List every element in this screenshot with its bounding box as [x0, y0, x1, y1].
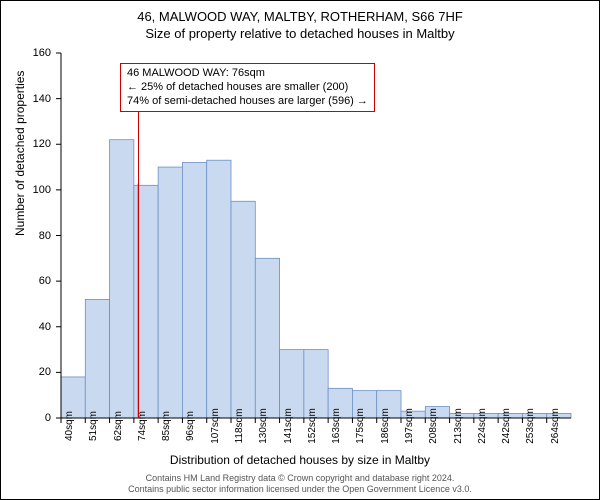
bar	[85, 299, 109, 418]
title-sub: Size of property relative to detached ho…	[1, 26, 599, 41]
xtick-label: 107sqm	[210, 408, 221, 444]
xtick-label: 62sqm	[113, 411, 124, 441]
xtick-label: 186sqm	[380, 408, 391, 444]
xtick-label: 141sqm	[283, 408, 294, 444]
ytick-label: 80	[11, 230, 51, 242]
ytick-label: 60	[11, 275, 51, 287]
title-main: 46, MALWOOD WAY, MALTBY, ROTHERHAM, S66 …	[1, 9, 599, 24]
xtick-label: 197sqm	[404, 408, 415, 444]
bar	[255, 258, 279, 418]
ytick-label: 120	[11, 138, 51, 150]
xtick-label: 51sqm	[88, 411, 99, 441]
xtick-label: 224sqm	[477, 408, 488, 444]
marker-line	[138, 111, 139, 418]
bar	[158, 167, 182, 418]
footer-line-1: Contains HM Land Registry data © Crown c…	[1, 473, 599, 484]
ytick-label: 100	[11, 184, 51, 196]
xtick-label: 253sqm	[525, 408, 536, 444]
xtick-label: 213sqm	[453, 408, 464, 444]
annotation-line-3: 74% of semi-detached houses are larger (…	[127, 95, 368, 109]
footer-line-2: Contains public sector information licen…	[1, 484, 599, 495]
ytick-label: 40	[11, 321, 51, 333]
ytick-label: 20	[11, 366, 51, 378]
bar	[182, 163, 206, 419]
annotation-box: 46 MALWOOD WAY: 76sqm ← 25% of detached …	[120, 63, 375, 112]
ytick-label: 160	[11, 47, 51, 59]
xtick-label: 264sqm	[550, 408, 561, 444]
xtick-label: 242sqm	[501, 408, 512, 444]
chart-container: 46, MALWOOD WAY, MALTBY, ROTHERHAM, S66 …	[0, 0, 600, 500]
xtick-label: 96sqm	[185, 411, 196, 441]
bar	[231, 201, 255, 418]
xtick-label: 74sqm	[137, 411, 148, 441]
x-axis-label: Distribution of detached houses by size …	[1, 453, 599, 467]
xtick-label: 163sqm	[331, 408, 342, 444]
bar	[207, 160, 231, 418]
title-block: 46, MALWOOD WAY, MALTBY, ROTHERHAM, S66 …	[1, 1, 599, 41]
annotation-line-2: ← 25% of detached houses are smaller (20…	[127, 81, 368, 95]
ytick-label: 140	[11, 93, 51, 105]
xtick-label: 208sqm	[428, 408, 439, 444]
xtick-label: 175sqm	[355, 408, 366, 444]
footer-attribution: Contains HM Land Registry data © Crown c…	[1, 473, 599, 495]
xtick-label: 152sqm	[307, 408, 318, 444]
xtick-label: 40sqm	[64, 411, 75, 441]
chart-area: 46 MALWOOD WAY: 76sqm ← 25% of detached …	[61, 53, 571, 418]
bar	[110, 140, 134, 418]
annotation-line-1: 46 MALWOOD WAY: 76sqm	[127, 67, 368, 81]
xtick-label: 118sqm	[234, 409, 245, 444]
xtick-label: 85sqm	[161, 411, 172, 441]
xtick-label: 130sqm	[258, 408, 269, 444]
ytick-label: 0	[11, 412, 51, 424]
